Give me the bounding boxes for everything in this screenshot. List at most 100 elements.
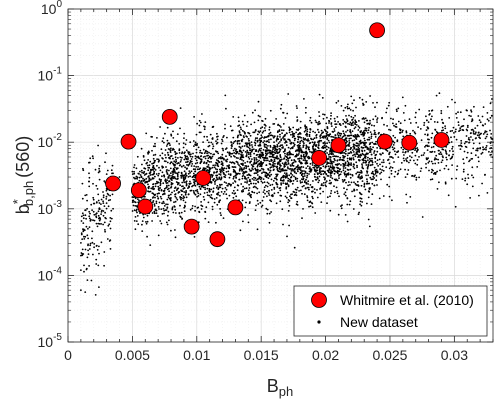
new-dataset-point: [253, 158, 256, 161]
new-dataset-point: [326, 126, 329, 128]
new-dataset-point: [176, 173, 179, 176]
new-dataset-point: [359, 203, 361, 206]
new-dataset-point: [270, 189, 273, 191]
new-dataset-point: [245, 155, 248, 158]
new-dataset-point: [244, 181, 247, 184]
new-dataset-point: [204, 121, 207, 123]
new-dataset-point: [369, 187, 371, 189]
new-dataset-point: [414, 149, 416, 152]
new-dataset-point: [287, 157, 290, 160]
new-dataset-point: [353, 153, 356, 156]
new-dataset-point: [208, 141, 210, 144]
new-dataset-point: [281, 129, 283, 132]
new-dataset-point: [300, 165, 303, 168]
whitmire-point: [369, 22, 385, 39]
new-dataset-point: [218, 168, 221, 171]
new-dataset-point: [372, 146, 374, 149]
new-dataset-point: [281, 132, 283, 135]
new-dataset-point: [248, 183, 251, 186]
new-dataset-point: [248, 168, 251, 171]
new-dataset-point: [273, 186, 276, 189]
new-dataset-point: [226, 158, 229, 161]
new-dataset-point: [185, 161, 187, 164]
new-dataset-point: [233, 186, 236, 189]
new-dataset-point: [268, 163, 271, 165]
new-dataset-point: [219, 186, 222, 189]
new-dataset-point: [138, 179, 141, 182]
new-dataset-point: [161, 213, 164, 215]
new-dataset-point: [223, 181, 226, 184]
new-dataset-point: [220, 142, 223, 145]
new-dataset-point: [257, 150, 260, 153]
new-dataset-point: [370, 172, 373, 175]
new-dataset-point: [353, 181, 355, 184]
new-dataset-point: [380, 153, 382, 156]
new-dataset-point: [211, 174, 214, 177]
new-dataset-point: [337, 167, 340, 170]
new-dataset-point: [149, 171, 152, 174]
new-dataset-point: [294, 176, 297, 179]
new-dataset-point: [382, 169, 385, 172]
new-dataset-point: [164, 178, 167, 181]
new-dataset-point: [242, 162, 244, 165]
new-dataset-point: [426, 133, 429, 136]
new-dataset-point: [196, 122, 199, 125]
new-dataset-point: [369, 119, 371, 122]
new-dataset-point: [305, 106, 307, 109]
new-dataset-point: [307, 157, 310, 160]
new-dataset-point: [296, 168, 299, 171]
new-dataset-point: [318, 179, 321, 182]
new-dataset-point: [346, 164, 349, 167]
new-dataset-point: [148, 151, 150, 154]
new-dataset-point: [349, 109, 352, 111]
new-dataset-point: [291, 182, 294, 185]
new-dataset-point: [177, 182, 180, 184]
new-dataset-point: [316, 189, 318, 191]
new-dataset-point: [151, 177, 154, 180]
new-dataset-point: [181, 185, 183, 188]
new-dataset-point: [166, 161, 169, 164]
new-dataset-point: [351, 130, 354, 133]
new-dataset-point: [255, 186, 257, 189]
new-dataset-point: [330, 192, 332, 195]
new-dataset-point: [154, 145, 157, 148]
new-dataset-point: [342, 130, 345, 133]
new-dataset-point: [426, 126, 429, 128]
new-dataset-point: [230, 147, 233, 150]
new-dataset-point: [102, 194, 105, 197]
new-dataset-point: [355, 124, 358, 126]
new-dataset-point: [418, 176, 420, 179]
new-dataset-point: [486, 118, 489, 121]
new-dataset-point: [218, 177, 221, 180]
new-dataset-point: [317, 146, 319, 149]
new-dataset-point: [297, 154, 299, 157]
new-dataset-point: [478, 136, 480, 139]
new-dataset-point: [287, 177, 290, 180]
new-dataset-point: [434, 173, 437, 176]
new-dataset-point: [282, 123, 285, 125]
new-dataset-point: [322, 190, 324, 193]
new-dataset-point: [199, 158, 202, 161]
new-dataset-point: [411, 174, 414, 177]
new-dataset-point: [352, 208, 355, 210]
new-dataset-point: [250, 164, 253, 166]
new-dataset-point: [192, 190, 195, 192]
new-dataset-point: [256, 137, 259, 140]
new-dataset-point: [225, 188, 228, 191]
new-dataset-point: [459, 111, 462, 114]
new-dataset-point: [160, 208, 163, 211]
new-dataset-point: [155, 209, 158, 212]
new-dataset-point: [324, 142, 327, 145]
new-dataset-point: [317, 144, 320, 147]
new-dataset-point: [276, 157, 279, 160]
new-dataset-point: [302, 137, 305, 139]
new-dataset-point: [192, 168, 195, 171]
y-tick-label: 10-2: [38, 132, 63, 150]
new-dataset-point: [345, 115, 347, 117]
new-dataset-point: [179, 204, 181, 207]
new-dataset-point: [102, 223, 104, 226]
new-dataset-point: [318, 111, 320, 113]
new-dataset-point: [266, 147, 268, 150]
new-dataset-point: [431, 178, 434, 181]
new-dataset-point: [470, 158, 473, 160]
